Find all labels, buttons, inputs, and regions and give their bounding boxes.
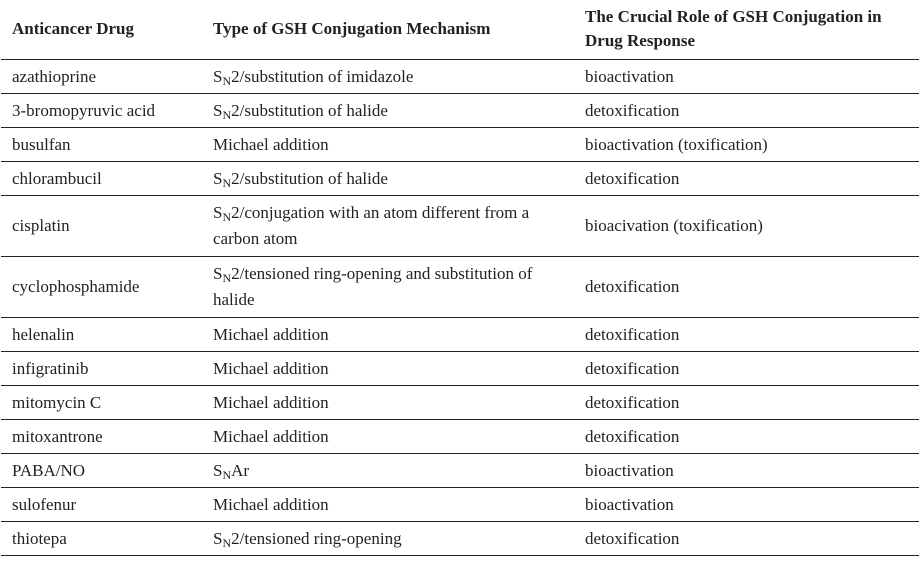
table-row: mitomycin C Michael addition detoxificatio… xyxy=(1,385,919,420)
mechanism-subscript: N xyxy=(222,535,232,550)
table-row: chlorambucil SN2/substitution of halide de… xyxy=(1,161,919,196)
table-row: PABA/NO SNAr bioactivation xyxy=(1,453,919,488)
mechanism-text: 2/substitution of halide xyxy=(231,100,388,120)
mechanism-text: 2/tensioned ring-opening and substitutio… xyxy=(213,264,533,309)
drug-cell: cyclophosphamide xyxy=(1,256,202,318)
table-row: infigratinib Michael addition detoxificati… xyxy=(1,351,919,386)
drug-cell: PABA/NO xyxy=(1,453,202,488)
mechanism-prefix: S xyxy=(213,100,223,120)
drug-cell: infigratinib xyxy=(1,351,202,386)
drug-cell: 3-bromopyruvic acid xyxy=(1,93,202,128)
drug-cell: mitoxantrone xyxy=(1,419,202,454)
role-cell: bioactivation xyxy=(574,453,919,488)
mechanism-cell: SN2/tensioned ring-opening and substitut… xyxy=(202,256,574,318)
table-row: thiotepa SN2/tensioned ring-opening detoxi… xyxy=(1,521,919,556)
mechanism-cell: Michael addition xyxy=(202,385,574,420)
table-row: cisplatin SN2/conjugation with an atom di… xyxy=(1,195,919,257)
table-row: sulofenur Michael addition bioactivation xyxy=(1,487,919,522)
drug-cell: cisplatin xyxy=(1,195,202,257)
mechanism-prefix: S xyxy=(213,528,223,548)
mechanism-cell: SN2/substitution of imidazole xyxy=(202,59,574,94)
mechanism-subscript: N xyxy=(222,175,232,190)
mechanism-text: Michael addition xyxy=(213,494,329,514)
mechanism-cell: SNAr xyxy=(202,453,574,488)
mechanism-text: Michael addition xyxy=(213,358,329,378)
header-drug: Anticancer Drug xyxy=(1,0,202,60)
mechanism-subscript: N xyxy=(222,73,232,88)
mechanism-cell: Michael addition xyxy=(202,487,574,522)
header-role: The Crucial Role of GSH Conjugation in D… xyxy=(574,0,919,60)
mechanism-cell: Michael addition xyxy=(202,317,574,352)
role-cell: detoxification xyxy=(574,317,919,352)
mechanism-cell: Michael addition xyxy=(202,127,574,162)
drug-cell: sulofenur xyxy=(1,487,202,522)
role-cell: bioactivation xyxy=(574,487,919,522)
mechanism-text: Michael addition xyxy=(213,134,329,154)
mechanism-subscript: N xyxy=(222,210,232,224)
mechanism-text: Michael addition xyxy=(213,324,329,344)
drug-cell: helenalin xyxy=(1,317,202,352)
mechanism-prefix: S xyxy=(213,264,223,283)
role-cell: bioacivation (toxification) xyxy=(574,195,919,257)
mechanism-cell: SN2/conjugation with an atom different f… xyxy=(202,195,574,257)
mechanism-prefix: S xyxy=(213,460,223,480)
drug-cell: mitomycin C xyxy=(1,385,202,420)
table-row: azathioprine SN2/substitution of imidazol… xyxy=(1,59,919,94)
mechanism-text: 2/conjugation with an atom different fro… xyxy=(213,203,530,248)
mechanism-cell: SN2/substitution of halide xyxy=(202,161,574,196)
mechanism-cell: SN2/substitution of halide xyxy=(202,93,574,128)
role-cell: detoxification xyxy=(574,521,919,556)
mechanism-text: Michael addition xyxy=(213,426,329,446)
role-cell: bioactivation xyxy=(574,59,919,94)
table-row: 3-bromopyruvic acid SN2/substitution of h… xyxy=(1,93,919,128)
header-mechanism: Type of GSH Conjugation Mechanism xyxy=(202,0,574,60)
role-cell: detoxification xyxy=(574,419,919,454)
mechanism-cell: Michael addition xyxy=(202,351,574,386)
mechanism-subscript: N xyxy=(222,271,232,285)
table-row: mitoxantrone Michael addition detoxificati… xyxy=(1,419,919,454)
role-cell: detoxification xyxy=(574,385,919,420)
mechanism-text: Ar xyxy=(231,460,250,480)
role-cell: detoxification xyxy=(574,256,919,318)
drug-cell: busulfan xyxy=(1,127,202,162)
mechanism-text: Michael addition xyxy=(213,392,329,412)
drug-cell: thiotepa xyxy=(1,521,202,556)
drug-cell: chlorambucil xyxy=(1,161,202,196)
mechanism-text: 2/substitution of imidazole xyxy=(231,66,414,86)
mechanism-cell: SN2/tensioned ring-opening xyxy=(202,521,574,556)
role-cell: detoxification xyxy=(574,351,919,386)
mechanism-prefix: S xyxy=(213,168,223,188)
role-cell: detoxification xyxy=(574,93,919,128)
mechanism-subscript: N xyxy=(222,107,232,122)
table-row: cyclophosphamide SN2/tensioned ring-openi… xyxy=(1,256,919,318)
drug-cell: azathioprine xyxy=(1,59,202,94)
mechanism-text: 2/tensioned ring-opening xyxy=(231,528,402,548)
mechanism-prefix: S xyxy=(213,203,223,222)
mechanism-cell: Michael addition xyxy=(202,419,574,454)
table-row: busulfan Michael addition bioactivation (t… xyxy=(1,127,919,162)
mechanism-prefix: S xyxy=(213,66,223,86)
mechanism-text: 2/substitution of halide xyxy=(231,168,388,188)
mechanism-subscript: N xyxy=(222,467,232,482)
header-row: Anticancer Drug Type of GSH Conjugation … xyxy=(1,0,919,60)
role-cell: detoxification xyxy=(574,161,919,196)
role-cell: bioactivation (toxification) xyxy=(574,127,919,162)
table-row: helenalin Michael addition detoxification xyxy=(1,317,919,352)
